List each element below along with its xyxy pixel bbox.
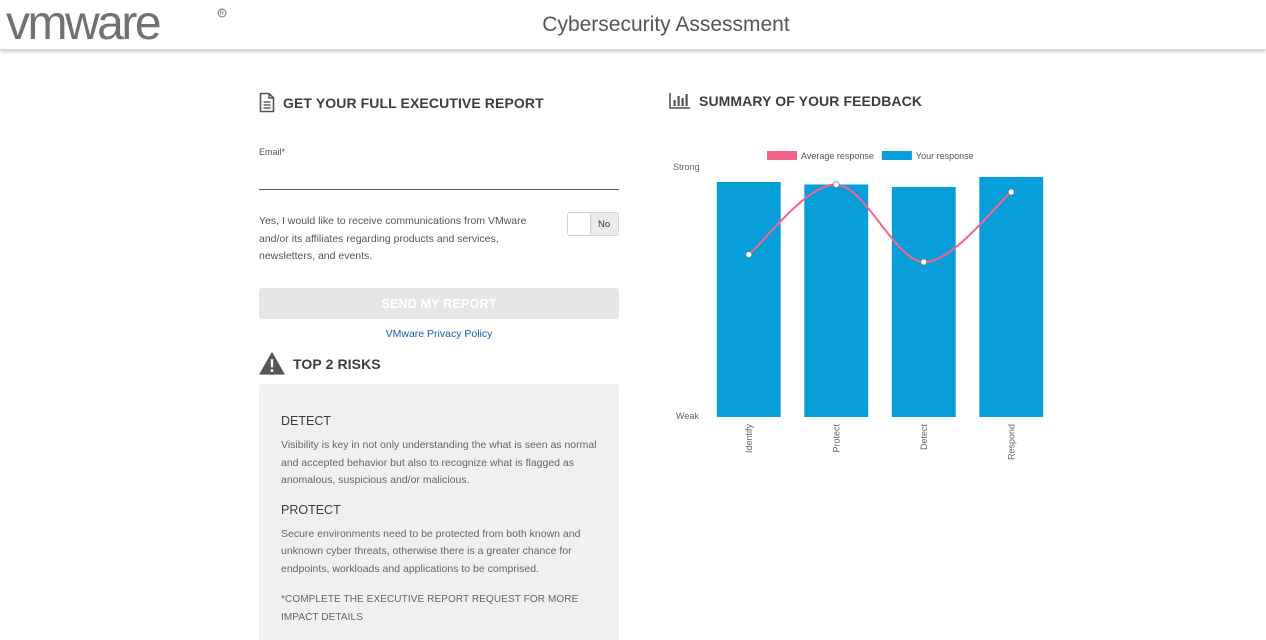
average-response-line: [748, 183, 1012, 264]
bar-protect[interactable]: [804, 184, 869, 418]
email-label: Email*: [259, 147, 286, 157]
legend-swatch[interactable]: [767, 151, 797, 160]
page-title: Cybersecurity Assessment: [542, 13, 790, 36]
logo-text: vmware: [6, 3, 160, 45]
email-field[interactable]: [259, 162, 619, 190]
privacy-policy-link[interactable]: VMware Privacy Policy: [385, 328, 493, 340]
toggle-knob: [568, 213, 590, 235]
average-point-detect[interactable]: [920, 258, 928, 266]
chart-y-ticks: Strong Weak: [673, 162, 700, 421]
risk-description: Visibility is key in not only understand…: [281, 439, 597, 486]
legend-label[interactable]: Average response: [801, 151, 874, 161]
x-tick-label: Respond: [1006, 424, 1016, 460]
summary-heading-text: SUMMARY OF YOUR FEEDBACK: [699, 92, 923, 109]
warning-icon: [259, 352, 285, 375]
risk-description: Secure environments need to be protected…: [281, 527, 581, 575]
document-icon: [259, 92, 275, 113]
feedback-chart-svg: Average response Your response Strong Weak…: [673, 151, 1044, 461]
y-tick-label: Weak: [676, 411, 699, 421]
chart-legend: Average response Your response: [767, 151, 974, 161]
risk-note: *COMPLETE THE EXECUTIVE REPORT REQUEST F…: [281, 594, 579, 623]
average-point-respond[interactable]: [1007, 188, 1015, 196]
risks-section-heading: TOP 2 RISKS: [259, 352, 381, 375]
chart-bars: [716, 177, 1044, 418]
vmware-logo[interactable]: vmware R: [6, 3, 230, 45]
x-tick-label: Protect: [831, 424, 841, 453]
bar-respond[interactable]: [979, 177, 1044, 417]
svg-text:R: R: [220, 11, 225, 17]
header-bar: vmware R Cybersecurity Assessment: [0, 0, 1266, 50]
chart-x-ticks: Identify Protect Detect Respond: [744, 424, 1017, 461]
report-heading-text: GET YOUR FULL EXECUTIVE REPORT: [283, 94, 544, 111]
x-tick-label: Identify: [744, 424, 754, 454]
risks-panel: DETECT Visibility is key in not only und…: [259, 384, 619, 640]
feedback-chart: Average response Your response Strong Weak…: [660, 140, 1070, 470]
average-point-protect[interactable]: [832, 181, 840, 188]
summary-section-heading: SUMMARY OF YOUR FEEDBACK: [669, 92, 922, 109]
report-section-heading: GET YOUR FULL EXECUTIVE REPORT: [259, 92, 544, 113]
bar-detect[interactable]: [891, 187, 956, 417]
x-tick-label: Detect: [919, 424, 929, 451]
risks-heading-text: TOP 2 RISKS: [293, 355, 381, 372]
consent-text: Yes, I would like to receive communicati…: [259, 215, 527, 262]
bar-identify[interactable]: [716, 182, 781, 417]
y-tick-label: Strong: [673, 162, 700, 172]
bar-chart-icon: [669, 93, 690, 109]
consent-toggle[interactable]: No: [567, 212, 619, 236]
risk-title: DETECT: [281, 414, 331, 428]
risk-title: PROTECT: [281, 502, 341, 517]
toggle-label: No: [598, 219, 611, 230]
average-point-identify[interactable]: [745, 251, 753, 258]
send-report-button[interactable]: SEND MY REPORT: [259, 288, 619, 319]
legend-label[interactable]: Your response: [916, 151, 974, 161]
chart-line: [745, 181, 1015, 266]
legend-swatch[interactable]: [881, 151, 912, 160]
